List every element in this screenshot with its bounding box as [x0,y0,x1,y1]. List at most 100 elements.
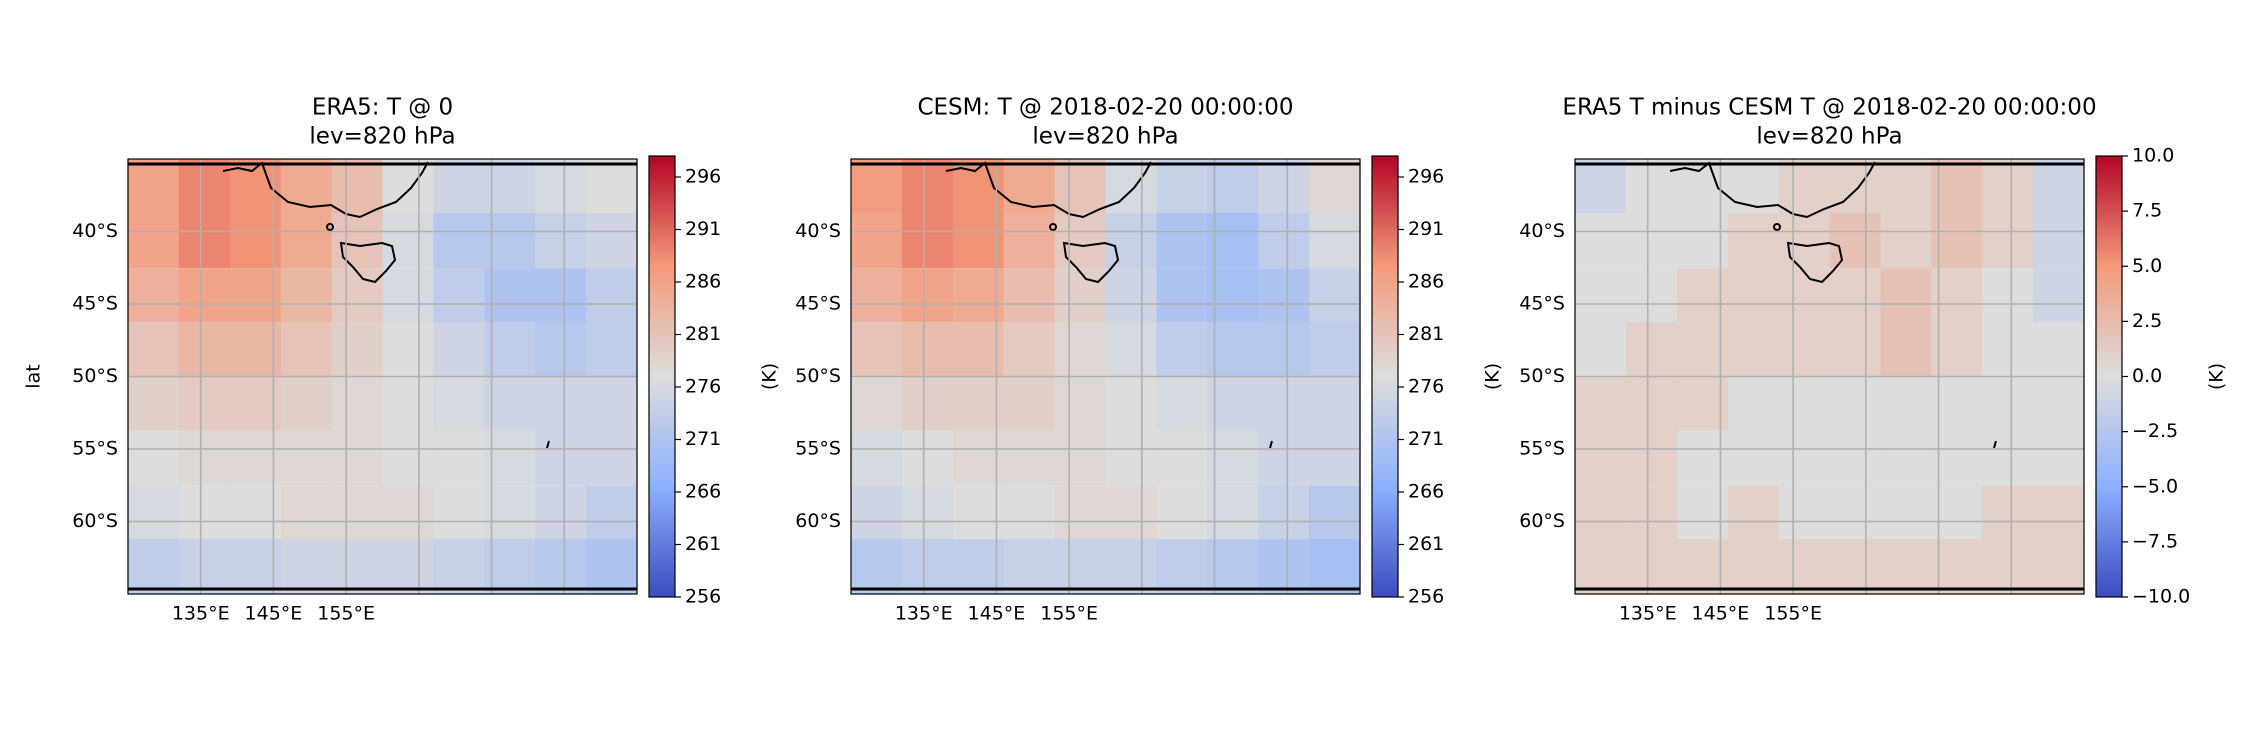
heat-cell [1982,539,2034,595]
heat-cell [484,268,536,324]
colorbar-tick-label: 261 [685,533,721,555]
heat-cell [1258,213,1310,268]
heat-cell [1931,268,1983,324]
heat-cell [1778,376,1831,432]
heat-cell [178,539,231,595]
panel: 135°E 145°E 155°E 40°S 45°S 50°S 55°S 60°S CESM:… [795,95,1503,625]
heat-cell [382,485,434,541]
heat-cell [851,376,903,432]
heat-cell [535,485,587,541]
heat-cell [128,321,180,377]
heat-cell [1207,539,1259,595]
heat-cell [280,376,333,432]
heat-cell [1829,539,1881,595]
colorbar-tick-label: 296 [1408,166,1444,188]
heat-cell [1575,539,1627,595]
heat-cell [1829,485,1881,541]
heat-cell [1156,213,1208,268]
heat-cell [901,430,954,486]
heat-cell [433,159,485,215]
heat-cell [2033,430,2085,486]
heat-cell [128,268,180,324]
heat-cell [901,376,954,432]
y-tick-label: 55°S [795,438,841,460]
heat-cell [1003,539,1056,595]
heat-cell [1575,376,1627,432]
colorbar-label: (K) [2206,363,2228,390]
x-tick-label: 135°E [1619,603,1677,625]
heat-cell [1003,268,1056,324]
heat-cell [331,159,384,215]
y-tick-label: 50°S [795,365,841,387]
heat-cell [484,539,536,595]
heat-cell [382,539,434,595]
heat-cell [1829,376,1881,432]
heat-cell [1003,485,1056,541]
heat-cell [1207,376,1259,432]
heat-cell [280,321,333,377]
heat-cell [1727,539,1780,595]
heat-cell [901,268,954,324]
heat-cell [1003,321,1056,377]
heat-cell [331,485,384,541]
heat-cell [1309,485,1361,541]
heat-cell [128,430,180,486]
heat-cell [2033,213,2085,268]
heat-cell [178,268,231,324]
heat-cell [1727,376,1780,432]
y-tick-label: 60°S [795,510,841,532]
heat-cell [1982,376,2034,432]
heat-cell [382,376,434,432]
colorbar-tick-label: 256 [685,586,721,608]
heat-cell [331,539,384,595]
heat-cell [382,213,434,268]
heat-cell [1156,321,1208,377]
heat-cell [1258,268,1310,324]
colorbar [2095,155,2123,598]
heat-cell [1625,376,1678,432]
heat-cell [128,376,180,432]
heat-cell [1054,321,1107,377]
heat-cell [1727,268,1780,324]
colorbar-tick-label: 7.5 [2132,200,2162,222]
heat-cell [1156,430,1208,486]
panel: 135°E 145°E 155°E 40°S 45°S 50°S 55°S 60°S ERA5:… [23,95,781,625]
heat-cell [1829,268,1881,324]
heat-cell [1054,485,1107,541]
y-axis-label: lat [23,364,45,388]
heat-cell [1982,430,2034,486]
heat-cell [901,213,954,268]
heat-cell [280,485,333,541]
heat-cell [2033,485,2085,541]
colorbar-label: (K) [1482,363,1504,390]
heat-cell [280,213,333,268]
heat-cell [1931,376,1983,432]
heat-cell [1829,321,1881,377]
colorbar-tick-label: 291 [685,218,721,240]
heat-cell [1309,159,1361,215]
heat-cell [1625,213,1678,268]
heat-cell [1575,268,1627,324]
heat-cell [331,321,384,377]
x-tick-label: 145°E [968,603,1026,625]
heat-cell [331,376,384,432]
colorbar [648,155,676,598]
heat-cell [433,213,485,268]
heat-cell [535,376,587,432]
heat-cell [1309,539,1361,595]
x-tick-label: 135°E [172,603,230,625]
heat-cell [1727,485,1780,541]
heat-cell [128,159,180,215]
heat-cell [433,485,485,541]
heat-cell [2033,321,2085,377]
chart-subtitle: lev=820 hPa [309,124,455,150]
colorbar-label: (K) [759,363,781,390]
heat-cell [901,539,954,595]
heat-cell [1054,539,1107,595]
heat-cell [1105,376,1157,432]
colorbar [1371,155,1399,598]
heat-cell [1309,213,1361,268]
heat-cell [1982,321,2034,377]
heat-cell [1105,485,1157,541]
heat-cell [484,376,536,432]
